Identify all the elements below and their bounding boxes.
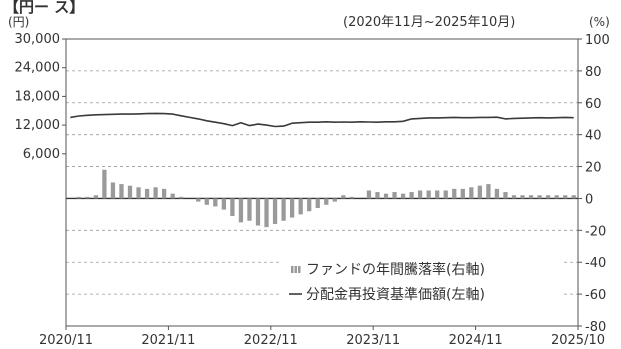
bar — [546, 195, 551, 199]
bar — [477, 185, 482, 199]
bar — [204, 198, 209, 205]
bar — [221, 198, 226, 210]
bar — [264, 198, 269, 228]
x-tick-label: 2025/10 — [551, 333, 605, 348]
bar — [110, 182, 116, 199]
bar — [392, 192, 397, 199]
bar — [375, 192, 380, 199]
bar — [571, 195, 576, 199]
bar — [85, 196, 90, 199]
line-series — [70, 112, 574, 128]
plot-frame — [65, 38, 579, 327]
bar — [349, 196, 354, 199]
bar — [503, 192, 508, 199]
bar — [247, 198, 252, 221]
plot-border — [65, 38, 579, 327]
bar — [366, 190, 372, 199]
bar — [520, 195, 525, 199]
bar — [341, 195, 346, 199]
bar — [469, 187, 474, 199]
bar — [511, 195, 517, 199]
bar — [563, 195, 568, 199]
right-tick-label: -80 — [585, 320, 606, 335]
x-tick-label: 2020/11 — [39, 333, 93, 348]
bar — [196, 198, 201, 202]
right-tick-label: -60 — [585, 288, 606, 303]
left-tick-label: 24,000 — [15, 61, 61, 76]
bar — [170, 193, 175, 199]
bar — [554, 195, 559, 199]
bar — [486, 184, 491, 199]
bar — [528, 195, 534, 199]
left-tick-label: 12,000 — [15, 118, 61, 133]
left-axis-ticks: 30,000 24,000 18,000 12,000 6,000 — [15, 32, 66, 162]
bar — [443, 190, 448, 199]
bar — [144, 188, 150, 199]
bar — [298, 198, 303, 215]
bar-series — [76, 169, 576, 228]
legend-line-label: 分配金再投資基準価額(左軸) — [306, 286, 485, 303]
bar — [281, 198, 286, 221]
bar — [272, 198, 278, 224]
bar — [494, 188, 500, 199]
bar — [238, 198, 244, 223]
legend-box — [280, 251, 563, 311]
bar — [426, 190, 431, 199]
bar — [460, 188, 465, 199]
right-tick-label: 0 — [585, 192, 593, 207]
right-axis-ticks: 100 80 60 40 20 0 -20 -40 -60 -80 — [578, 33, 610, 335]
bar — [119, 184, 124, 199]
x-tick-label: 2024/11 — [449, 333, 503, 348]
left-tick-label: 6,000 — [23, 147, 60, 162]
bar — [213, 198, 218, 207]
bar — [537, 195, 542, 199]
bar — [418, 190, 423, 199]
bar — [452, 188, 457, 199]
right-tick-label: 40 — [585, 129, 602, 144]
header-title-fragment: 【円ー ス】 — [4, 0, 84, 16]
x-tick-label: 2021/11 — [141, 333, 195, 348]
bar — [290, 198, 295, 218]
bar — [435, 190, 440, 199]
right-tick-label: 100 — [585, 33, 610, 48]
bar — [136, 187, 141, 199]
bar — [230, 198, 235, 216]
left-tick-label: 18,000 — [15, 89, 61, 104]
bar — [179, 196, 184, 199]
right-tick-label: -20 — [585, 224, 606, 239]
bar — [93, 195, 98, 199]
x-tick-label: 2023/11 — [346, 333, 400, 348]
bar — [383, 193, 389, 199]
right-tick-label: -40 — [585, 256, 606, 271]
bar — [315, 198, 320, 209]
x-tick-label: 2022/11 — [244, 333, 298, 348]
legend-bar-swatch — [291, 266, 301, 273]
right-axis-unit: (%) — [589, 15, 610, 29]
bar — [153, 187, 158, 199]
right-tick-label: 80 — [585, 65, 602, 80]
bar — [127, 185, 133, 199]
bar — [400, 193, 406, 199]
right-tick-label: 60 — [585, 97, 602, 112]
bar — [255, 198, 261, 226]
bar — [409, 192, 414, 199]
right-tick-label: 20 — [585, 161, 602, 176]
left-axis-unit: (円) — [8, 15, 29, 29]
bar — [102, 169, 107, 199]
chart-period: (2020年11月~2025年10月) — [343, 15, 515, 30]
legend-bar-label: ファンドの年間騰落率(右軸) — [306, 261, 485, 278]
bar — [324, 198, 329, 205]
bar — [307, 198, 312, 212]
bar — [76, 196, 81, 199]
nav-line — [70, 112, 574, 128]
x-axis-ticks: 2020/11 2021/11 2022/11 2023/11 2024/11 2025/… — [39, 326, 605, 348]
bar — [332, 198, 337, 202]
bar — [162, 188, 167, 199]
legend: ファンドの年間騰落率(右軸) 分配金再投資基準価額(左軸) — [280, 251, 563, 311]
left-tick-label: 30,000 — [15, 32, 61, 47]
